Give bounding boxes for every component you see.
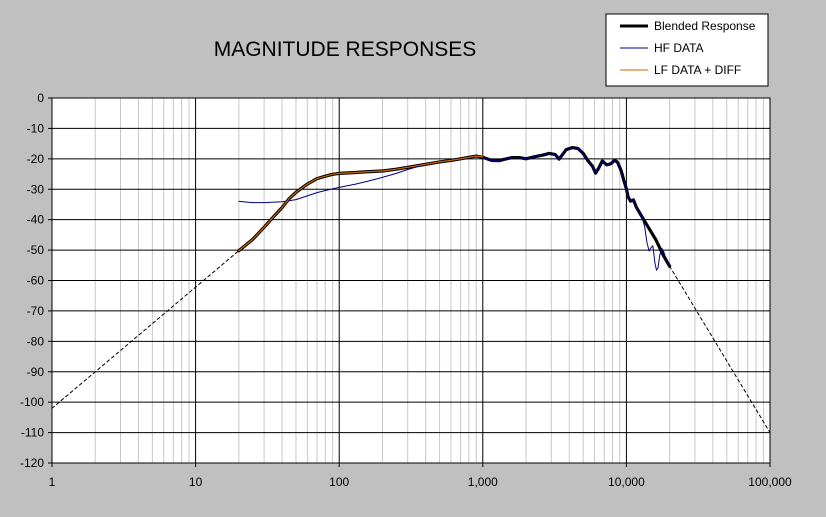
y-tick-label: -10 [27, 121, 45, 135]
series-line-hf-data [238, 147, 671, 271]
series-line-lf-data-diff [238, 155, 484, 252]
y-tick-label: -20 [27, 152, 45, 166]
y-tick-label: -40 [27, 213, 45, 227]
legend-label: Blended Response [654, 19, 756, 33]
legend-label: LF DATA + DIFF [654, 63, 741, 77]
plot-area: 0 -10 -20 -30 -40 -50 -60 -70 -80 -90 -100 -110 -120… [20, 91, 792, 489]
x-tick-label: 10,000 [608, 475, 645, 489]
y-tick-label: 0 [37, 91, 44, 105]
extrapolation-line-4 [669, 265, 771, 434]
y-tick-label: -80 [27, 334, 45, 348]
x-tick-label: 1,000 [468, 475, 498, 489]
x-tick-label: 100 [329, 475, 349, 489]
y-tick-label: -60 [27, 274, 45, 288]
x-tick-label: 10 [189, 475, 203, 489]
y-tick-label: -30 [27, 182, 45, 196]
extrapolation-line-3 [51, 250, 240, 409]
legend-label: HF DATA [654, 41, 704, 55]
x-tick-label: 1 [49, 475, 56, 489]
y-tick-label: -120 [20, 456, 44, 470]
y-tick-label: -100 [20, 395, 44, 409]
chart-title: MAGNITUDE RESPONSES [214, 38, 477, 61]
y-tick-label: -90 [27, 365, 45, 379]
legend: Blended Response HF DATA LF DATA + DIFF [605, 13, 769, 87]
y-tick-label: -110 [21, 426, 44, 440]
y-tick-label: -70 [27, 304, 45, 318]
y-tick-label: -50 [27, 243, 45, 257]
x-tick-label: 100,000 [748, 475, 792, 489]
